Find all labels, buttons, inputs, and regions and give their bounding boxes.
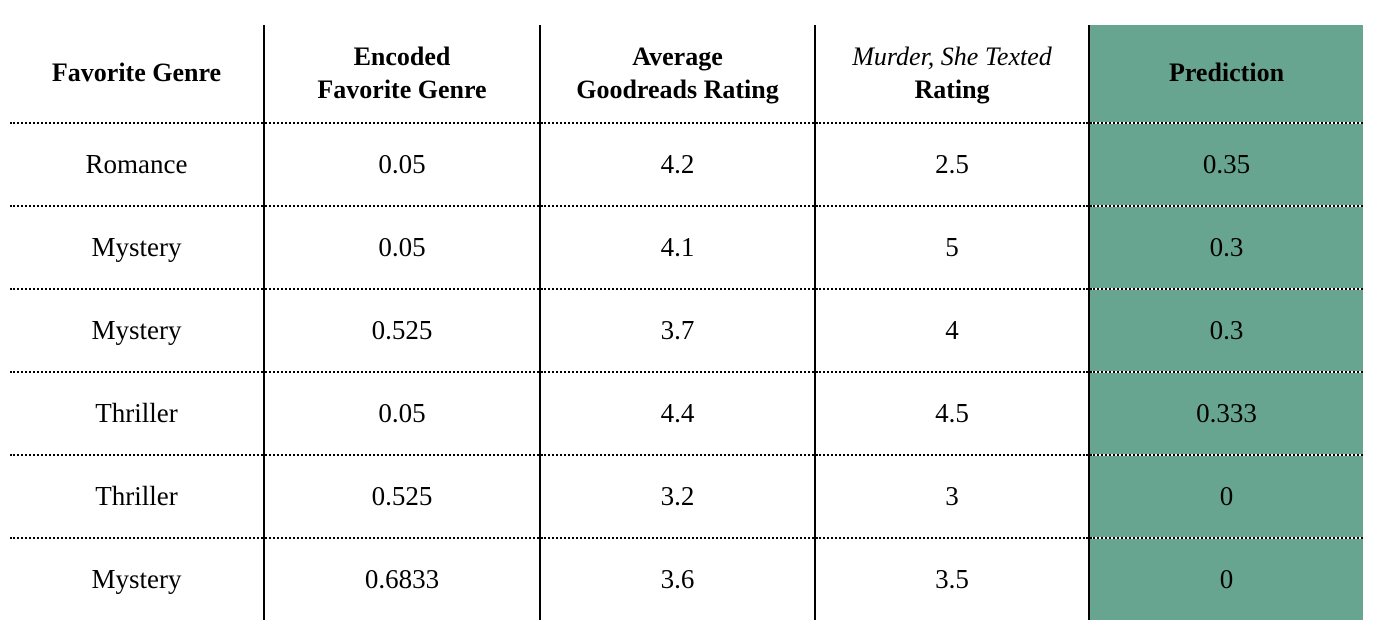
prediction-table: Favorite Genre Encoded Favorite Genre Av… [10, 25, 1363, 620]
cell-prediction: 0 [1089, 537, 1363, 620]
cell-encoded-genre: 0.05 [264, 205, 541, 289]
cell-prediction: 0.3 [1089, 205, 1363, 289]
cell-mst-rating: 5 [815, 205, 1090, 289]
header-label-line2: Goodreads Rating [576, 74, 779, 104]
cell-avg-goodreads-rating: 4.2 [540, 122, 816, 206]
cell-mst-rating: 3.5 [815, 537, 1090, 620]
header-label-line2: Favorite Genre [317, 74, 487, 104]
table-row: Mystery 0.05 4.1 5 0.3 [10, 205, 1363, 289]
table-row: Thriller 0.525 3.2 3 0 [10, 454, 1363, 538]
header-label: Favorite Genre [51, 58, 222, 88]
col-header-encoded-favorite-genre: Encoded Favorite Genre [264, 25, 541, 123]
cell-mst-rating: 4 [815, 288, 1090, 372]
header-row: Favorite Genre Encoded Favorite Genre Av… [10, 25, 1363, 123]
cell-prediction: 0 [1089, 454, 1363, 538]
cell-avg-goodreads-rating: 4.4 [540, 371, 816, 455]
cell-prediction: 0.35 [1089, 122, 1363, 206]
header-label-line1: Average [632, 42, 723, 71]
header-label-line2: Rating [914, 74, 990, 104]
table-row: Thriller 0.05 4.4 4.5 0.333 [10, 371, 1363, 455]
cell-mst-rating: 2.5 [815, 122, 1090, 206]
table-row: Mystery 0.525 3.7 4 0.3 [10, 288, 1363, 372]
cell-encoded-genre: 0.6833 [264, 537, 541, 620]
cell-mst-rating: 3 [815, 454, 1090, 538]
cell-avg-goodreads-rating: 3.2 [540, 454, 816, 538]
cell-genre: Thriller [10, 371, 265, 455]
header-label-line1: Encoded [353, 42, 451, 71]
cell-encoded-genre: 0.05 [264, 371, 541, 455]
cell-encoded-genre: 0.05 [264, 122, 541, 206]
cell-avg-goodreads-rating: 4.1 [540, 205, 816, 289]
col-header-average-goodreads-rating: Average Goodreads Rating [540, 25, 816, 123]
cell-genre: Mystery [10, 537, 265, 620]
header-label: Prediction [1168, 58, 1285, 88]
cell-genre: Romance [10, 122, 265, 206]
col-header-prediction: Prediction [1089, 25, 1363, 123]
cell-encoded-genre: 0.525 [264, 288, 541, 372]
table-row: Mystery 0.6833 3.6 3.5 0 [10, 537, 1363, 620]
cell-genre: Thriller [10, 454, 265, 538]
cell-encoded-genre: 0.525 [264, 454, 541, 538]
table-row: Romance 0.05 4.2 2.5 0.35 [10, 122, 1363, 206]
cell-genre: Mystery [10, 288, 265, 372]
cell-avg-goodreads-rating: 3.6 [540, 537, 816, 620]
cell-prediction: 0.3 [1089, 288, 1363, 372]
col-header-murder-she-texted-rating: Murder, She Texted Rating [815, 25, 1090, 123]
col-header-favorite-genre: Favorite Genre [10, 25, 265, 123]
cell-avg-goodreads-rating: 3.7 [540, 288, 816, 372]
header-label-book-title: Murder, She Texted [852, 42, 1052, 71]
cell-prediction: 0.333 [1089, 371, 1363, 455]
cell-mst-rating: 4.5 [815, 371, 1090, 455]
cell-genre: Mystery [10, 205, 265, 289]
